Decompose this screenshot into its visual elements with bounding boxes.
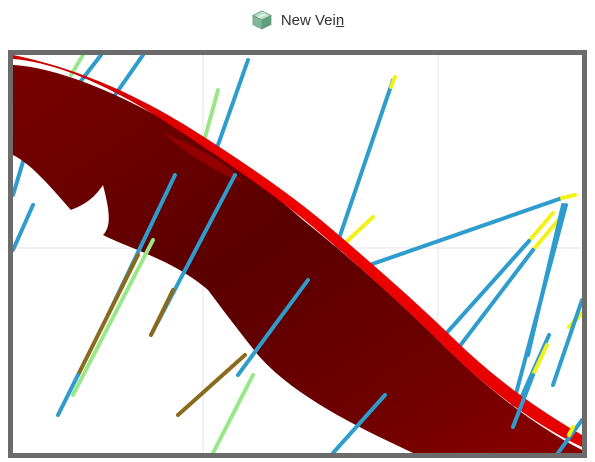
drillhole bbox=[56, 373, 80, 417]
window-title-accelerator: n bbox=[335, 11, 345, 29]
drillhole bbox=[511, 373, 535, 429]
drillhole bbox=[356, 196, 564, 271]
drillholes-front bbox=[13, 173, 582, 453]
window-title: New Vein bbox=[281, 12, 344, 29]
drillhole bbox=[441, 239, 531, 339]
drillhole bbox=[511, 203, 568, 407]
drillhole bbox=[551, 298, 582, 387]
drillhole bbox=[531, 215, 563, 252]
drillhole bbox=[76, 253, 140, 377]
vein-surface bbox=[13, 55, 582, 453]
window-header: New Vein bbox=[0, 0, 595, 40]
drillhole bbox=[567, 425, 575, 437]
drillhole bbox=[341, 215, 375, 247]
drillhole bbox=[211, 373, 255, 453]
drillhole bbox=[13, 153, 27, 197]
drillhole bbox=[451, 248, 535, 357]
drillhole bbox=[201, 88, 220, 147]
drillhole bbox=[527, 211, 555, 243]
drillhole bbox=[389, 75, 397, 89]
drillhole bbox=[331, 393, 387, 453]
drillhole bbox=[560, 193, 577, 200]
3d-scene[interactable] bbox=[13, 55, 582, 453]
drillhole bbox=[236, 278, 310, 377]
drillhole bbox=[71, 238, 155, 397]
3d-viewport[interactable] bbox=[8, 50, 587, 458]
drillhole bbox=[149, 288, 175, 337]
drillhole bbox=[531, 343, 549, 377]
drillhole bbox=[176, 353, 247, 417]
drillhole bbox=[216, 58, 250, 147]
window-title-text: New Vei bbox=[280, 11, 336, 29]
vein-cube-icon bbox=[251, 9, 273, 31]
drillhole bbox=[13, 203, 35, 252]
